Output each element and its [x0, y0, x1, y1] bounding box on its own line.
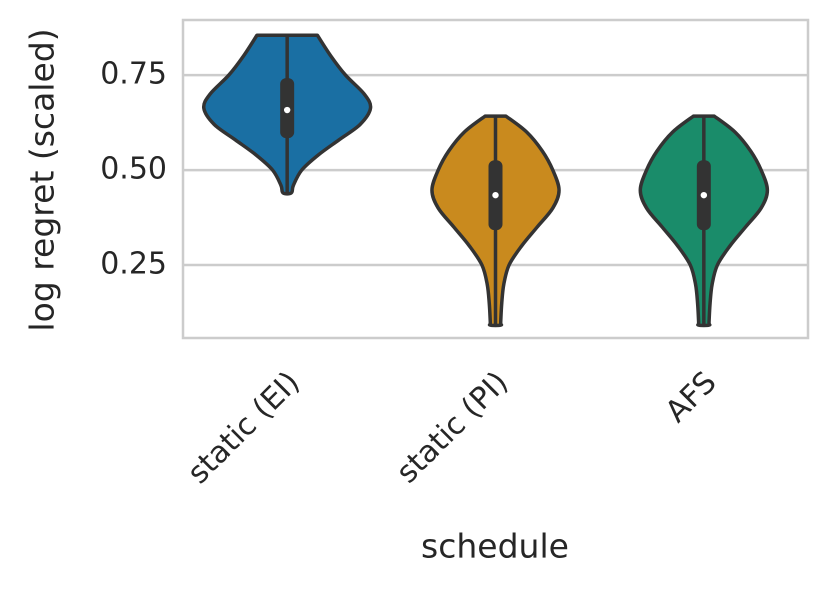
x-tick-label: AFS	[659, 365, 724, 430]
y-tick-label: 0.50	[100, 152, 167, 187]
median-dot	[492, 191, 499, 199]
x-axis-title: schedule	[421, 527, 569, 566]
x-tick-label: static (EI)	[181, 365, 307, 491]
y-axis-title: log regret (scaled)	[23, 28, 62, 331]
plot-frame	[181, 18, 810, 340]
y-tick-label: 0.25	[100, 247, 167, 282]
y-tick-label: 0.75	[100, 57, 167, 92]
median-dot	[700, 191, 708, 199]
median-dot	[283, 106, 291, 114]
x-tick-label: static (PI)	[390, 365, 515, 490]
